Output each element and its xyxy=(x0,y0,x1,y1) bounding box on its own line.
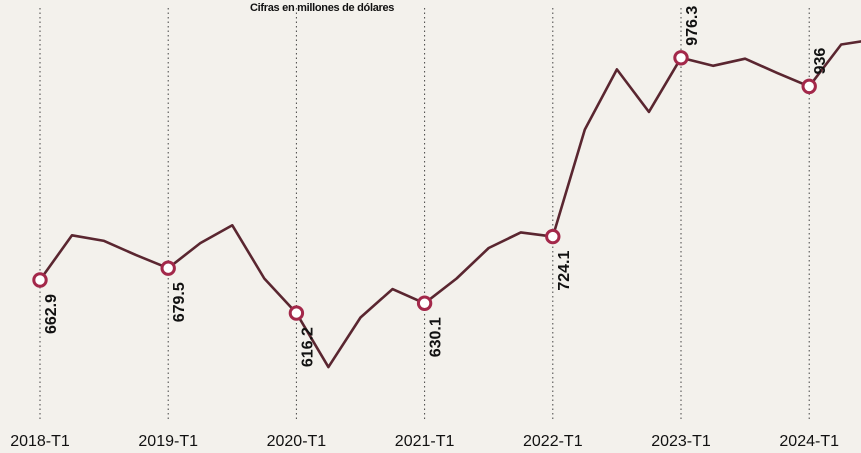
data-point-2019-T1 xyxy=(160,260,176,276)
data-label-2021-T1: 630.1 xyxy=(428,317,445,357)
x-tick-label-2023-T1: 2023-T1 xyxy=(651,433,711,450)
series-line xyxy=(38,40,861,369)
data-point-2023-T1 xyxy=(673,50,689,66)
x-tick-label-2019-T1: 2019-T1 xyxy=(138,433,198,450)
chart-subtitle: Cifras en millones de dólares xyxy=(250,2,395,14)
data-label-2018-T1: 662.9 xyxy=(43,294,60,334)
data-label-2022-T1: 724.1 xyxy=(556,251,573,291)
data-point-2018-T1 xyxy=(32,272,48,288)
x-tick-label-2022-T1: 2022-T1 xyxy=(523,433,583,450)
x-tick-label-2020-T1: 2020-T1 xyxy=(267,433,327,450)
data-label-2020-T1: 616.2 xyxy=(299,327,316,367)
x-tick-label-2018-T1: 2018-T1 xyxy=(10,433,70,450)
data-point-2022-T1 xyxy=(545,228,561,245)
data-label-2019-T1: 679.5 xyxy=(171,282,188,322)
data-label-2024-T1: 936 xyxy=(812,48,829,75)
data-label-2023-T1: 976.3 xyxy=(684,6,701,46)
data-point-2020-T1 xyxy=(288,305,305,321)
data-point-2021-T1 xyxy=(416,295,433,311)
x-tick-label-2021-T1: 2021-T1 xyxy=(395,433,455,450)
x-tick-label-2024-T1: 2024-T1 xyxy=(779,433,839,450)
data-point-2024-T1 xyxy=(801,78,817,95)
